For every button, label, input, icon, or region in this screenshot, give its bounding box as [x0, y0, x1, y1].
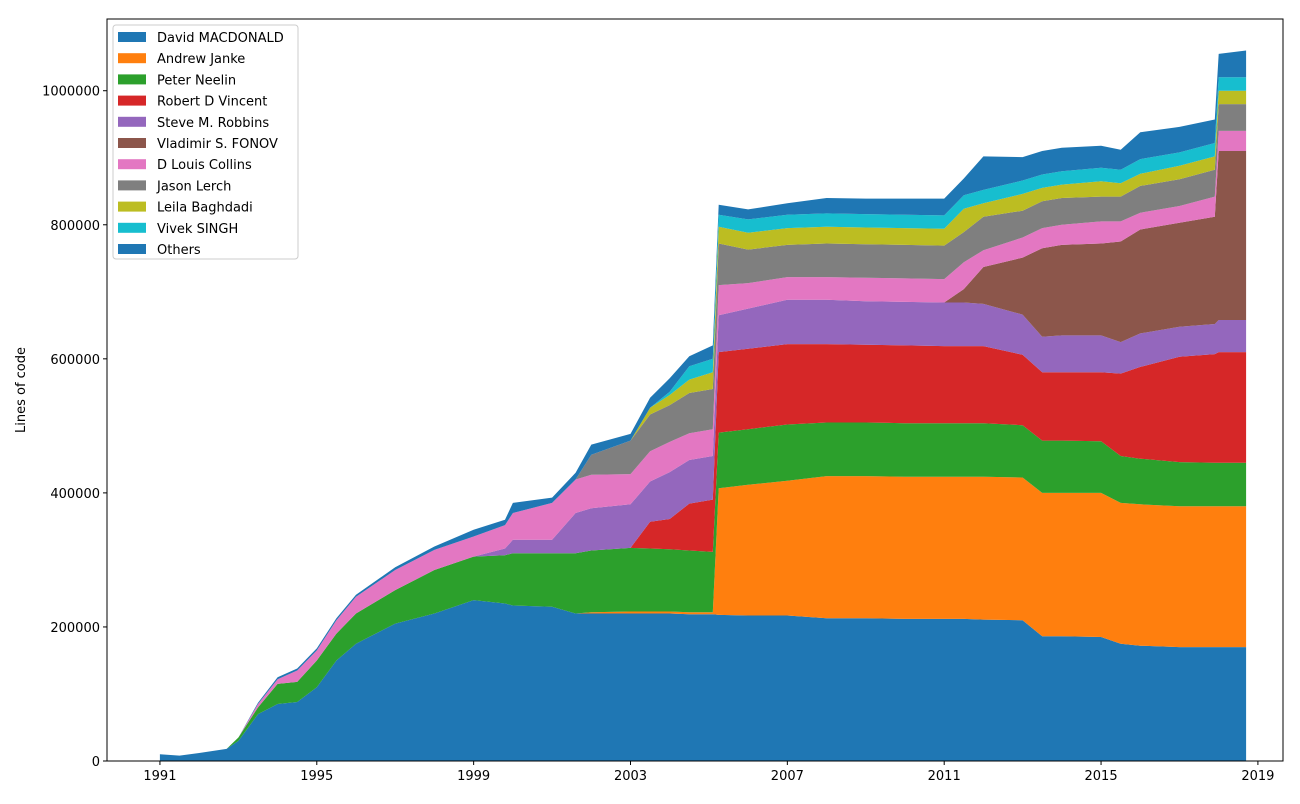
legend-swatch [118, 159, 146, 170]
legend-swatch [118, 53, 146, 64]
legend-label: Jason Lerch [156, 179, 231, 194]
area-steve-m-robbins [159, 299, 1247, 756]
x-axis: 1991 1995 1999 2003 2007 2011 2015 2019 [143, 761, 1274, 784]
y-tick-label: 800000 [50, 219, 100, 234]
legend-swatch [118, 138, 146, 148]
legend-swatch [118, 32, 146, 42]
legend-swatch [118, 201, 146, 212]
x-tick-label: 2019 [1241, 769, 1274, 784]
plot-frame [106, 18, 1284, 762]
legend-swatch [118, 180, 146, 191]
legend-entry: Jason Lerch [118, 179, 231, 194]
area-peter-neelin [159, 422, 1247, 756]
legend-label: Vivek SINGH [157, 222, 238, 237]
area-layers [159, 50, 1247, 761]
y-tick-label: 600000 [50, 353, 100, 368]
x-tick-label: 1991 [143, 769, 176, 784]
area-robert-d-vincent [159, 344, 1247, 756]
legend-label: Peter Neelin [157, 73, 236, 88]
legend-box [112, 24, 299, 260]
legend: David MACDONALD Andrew Janke Peter Neelin R… [112, 24, 299, 260]
legend-swatch [118, 74, 146, 85]
area-david-macdonald [159, 600, 1247, 761]
y-axis-label: Lines of code [14, 347, 29, 433]
legend-label: Others [157, 243, 201, 258]
legend-swatch [118, 222, 146, 233]
x-tick-label: 2007 [771, 769, 804, 784]
legend-entry: Steve M. Robbins [118, 116, 269, 131]
legend-entry: Vladimir S. FONOV [118, 137, 278, 152]
legend-label: D Louis Collins [157, 158, 252, 173]
legend-label: Robert D Vincent [157, 95, 267, 110]
area-andrew-janke [159, 476, 1247, 756]
legend-swatch [118, 244, 146, 254]
legend-entry: D Louis Collins [118, 158, 252, 173]
x-tick-label: 1995 [300, 769, 333, 784]
legend-entry: David MACDONALD [118, 31, 284, 46]
y-tick-label: 400000 [50, 487, 100, 502]
x-tick-label: 2003 [614, 769, 647, 784]
legend-swatch [118, 95, 146, 106]
area-vladimir-s-fonov [159, 151, 1247, 756]
legend-label: Steve M. Robbins [157, 116, 269, 131]
legend-entry: Andrew Janke [118, 52, 245, 67]
y-tick-label: 0 [92, 755, 100, 770]
legend-label: Andrew Janke [157, 52, 245, 67]
legend-entry: Peter Neelin [118, 73, 236, 88]
x-tick-label: 2015 [1085, 769, 1118, 784]
legend-entry: Leila Baghdadi [118, 201, 253, 216]
area-d-louis-collins [159, 130, 1247, 756]
y-tick-label: 1000000 [42, 85, 100, 100]
y-tick-label: 200000 [50, 621, 100, 636]
legend-label: Leila Baghdadi [157, 201, 253, 216]
x-tick-label: 1999 [457, 769, 490, 784]
area-jason-lerch [159, 104, 1247, 756]
legend-entry: Vivek SINGH [118, 222, 238, 237]
legend-swatch [118, 116, 146, 127]
legend-label: David MACDONALD [157, 31, 284, 46]
legend-entry: Others [118, 243, 201, 258]
x-tick-label: 2011 [928, 769, 961, 784]
legend-label: Vladimir S. FONOV [157, 137, 278, 152]
y-axis: 0 200000 400000 600000 800000 1000000 [42, 85, 107, 770]
legend-entry: Robert D Vincent [118, 95, 267, 110]
